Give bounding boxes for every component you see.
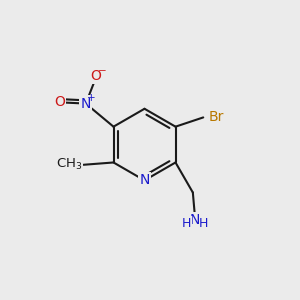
Text: O: O bbox=[54, 95, 65, 110]
Text: −: − bbox=[98, 66, 106, 76]
Text: N: N bbox=[139, 173, 150, 188]
Text: +: + bbox=[87, 94, 96, 103]
Text: O: O bbox=[91, 69, 102, 83]
Text: N: N bbox=[81, 97, 91, 111]
Text: N: N bbox=[190, 213, 200, 227]
Text: Br: Br bbox=[209, 110, 224, 124]
Text: H: H bbox=[199, 217, 208, 230]
Text: H: H bbox=[182, 217, 191, 230]
Text: CH$_3$: CH$_3$ bbox=[56, 157, 82, 172]
